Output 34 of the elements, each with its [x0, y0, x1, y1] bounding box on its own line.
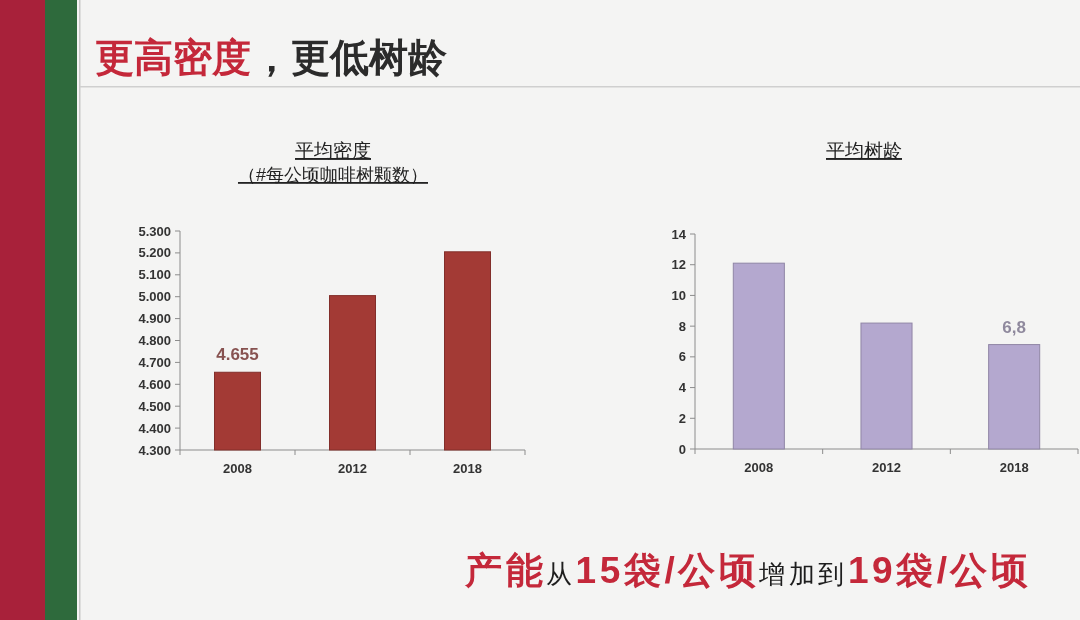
y-tick-label: 6 — [678, 349, 686, 365]
y-tick-label: 0 — [678, 441, 686, 457]
x-tick-label: 2008 — [223, 461, 252, 476]
chart-title: 平均密度 — [295, 140, 371, 161]
bar — [732, 262, 785, 450]
x-tick-label: 2018 — [453, 461, 482, 476]
y-tick-label: 8 — [678, 318, 686, 334]
y-tick-label: 4 — [678, 380, 687, 396]
text: 更高密度，更低树龄 — [95, 36, 447, 79]
bar — [860, 322, 913, 450]
y-tick-label: 4.500 — [138, 398, 171, 414]
x-tick-label: 2012 — [338, 461, 367, 476]
y-tick-label: 5.200 — [138, 245, 171, 261]
x-tick-label: 2018 — [999, 460, 1029, 475]
x-tick-label: 2012 — [872, 460, 901, 475]
y-tick-label: 2 — [678, 410, 686, 426]
y-tick-label: 4.400 — [138, 420, 171, 436]
y-tick-label: 4.600 — [138, 376, 171, 392]
y-tick-label: 5.300 — [138, 223, 171, 239]
chart-title: 平均树龄 — [826, 140, 902, 161]
y-tick-label: 4.900 — [138, 311, 171, 327]
y-tick-label: 12 — [671, 257, 686, 273]
y-tick-label: 5.100 — [138, 267, 171, 283]
y-tick-label: 4.300 — [138, 442, 171, 458]
data-label: 4.655 — [216, 345, 259, 365]
x-tick-label: 2008 — [744, 460, 774, 475]
bar — [988, 344, 1041, 450]
data-label: 6,8 — [1002, 317, 1026, 337]
y-tick-label: 10 — [671, 287, 686, 303]
y-tick-label: 5.000 — [138, 289, 171, 305]
chart-subtitle: （#每公顷咖啡树颗数） — [237, 165, 429, 185]
y-tick-label: 4.800 — [138, 333, 171, 348]
y-tick-label: 14 — [671, 226, 687, 242]
y-tick-label: 4.700 — [138, 354, 171, 370]
